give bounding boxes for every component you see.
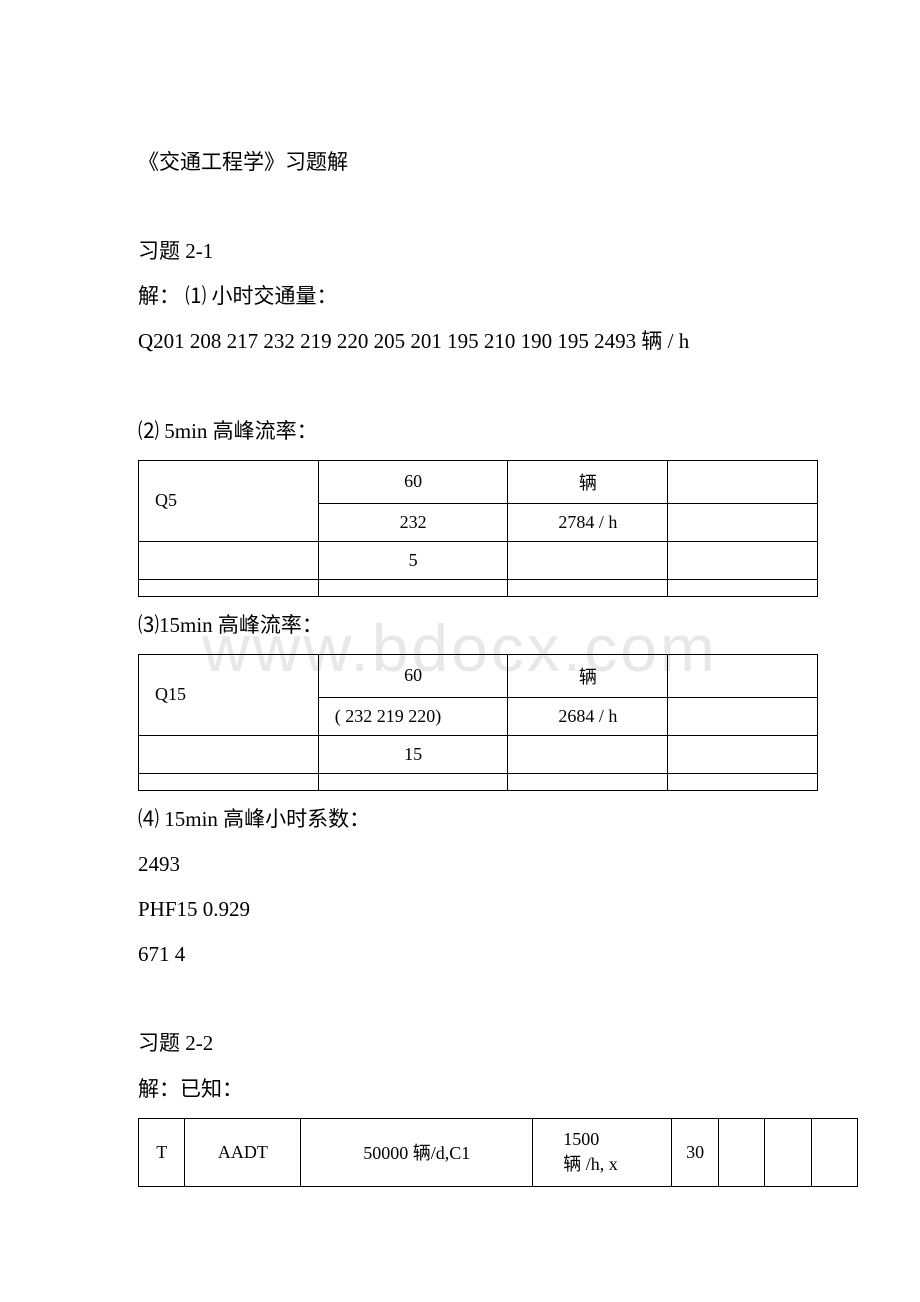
table-aadt: T AADT 50000 辆/d,C1 1500辆 /h, x 30 xyxy=(138,1118,858,1187)
document-content: 《交通工程学》习题解 习题 2-1 解： ⑴ 小时交通量： Q201 208 2… xyxy=(90,140,830,1187)
problem-2-1-intro: 解： ⑴ 小时交通量： xyxy=(90,274,830,319)
cell xyxy=(811,1118,857,1186)
cell xyxy=(508,541,668,579)
problem-2-1-heading: 习题 2-1 xyxy=(90,229,830,274)
cell xyxy=(139,735,319,773)
cell: ( 232 219 220) xyxy=(318,697,508,735)
cell: 辆 xyxy=(508,654,668,697)
cell xyxy=(668,654,818,697)
problem-2-1-sub2: ⑵ 5min 高峰流率： xyxy=(90,409,830,454)
cell: 232 xyxy=(318,503,508,541)
cell xyxy=(139,579,319,596)
table-row: 15 xyxy=(139,735,818,773)
cell xyxy=(668,579,818,596)
table-q5: Q5 60 辆 232 2784 / h 5 xyxy=(138,460,818,597)
cell: 60 xyxy=(318,460,508,503)
cell-q15-label: Q15 xyxy=(139,654,319,735)
cell xyxy=(765,1118,811,1186)
cell xyxy=(508,735,668,773)
cell: 15 xyxy=(318,735,508,773)
cell: 2784 / h xyxy=(508,503,668,541)
cell: T xyxy=(139,1118,185,1186)
table-row: Q15 60 辆 xyxy=(139,654,818,697)
cell xyxy=(318,579,508,596)
cell-q5-label: Q5 xyxy=(139,460,319,541)
table-q15: Q15 60 辆 ( 232 219 220) 2684 / h 15 xyxy=(138,654,818,791)
cell: 2684 / h xyxy=(508,697,668,735)
cell: 5 xyxy=(318,541,508,579)
cell xyxy=(139,773,319,790)
table-row: Q5 60 辆 xyxy=(139,460,818,503)
table-row: T AADT 50000 辆/d,C1 1500辆 /h, x 30 xyxy=(139,1118,858,1186)
cell xyxy=(318,773,508,790)
table-row: 5 xyxy=(139,541,818,579)
problem-2-1-sub3: ⑶15min 高峰流率： xyxy=(90,603,830,648)
cell: 辆 xyxy=(508,460,668,503)
text-line: PHF15 0.929 xyxy=(90,887,830,932)
doc-title: 《交通工程学》习题解 xyxy=(90,140,830,185)
cell: 50000 辆/d,C1 xyxy=(301,1118,533,1186)
table-row xyxy=(139,773,818,790)
text-line: 2493 xyxy=(90,842,830,887)
cell xyxy=(139,541,319,579)
problem-2-1-sub4: ⑷ 15min 高峰小时系数： xyxy=(90,797,830,842)
cell: 30 xyxy=(672,1118,718,1186)
cell xyxy=(668,460,818,503)
cell xyxy=(508,773,668,790)
problem-2-2-intro: 解：已知： xyxy=(90,1067,830,1112)
problem-2-1-calc: Q201 208 217 232 219 220 205 201 195 210… xyxy=(90,319,830,364)
cell xyxy=(718,1118,764,1186)
text-line: 671 4 xyxy=(90,932,830,977)
cell xyxy=(668,735,818,773)
cell xyxy=(668,503,818,541)
problem-2-2-heading: 习题 2-2 xyxy=(90,1021,830,1066)
cell: 60 xyxy=(318,654,508,697)
cell xyxy=(668,697,818,735)
cell: AADT xyxy=(185,1118,301,1186)
cell: 1500辆 /h, x xyxy=(533,1118,672,1186)
cell xyxy=(508,579,668,596)
table-row xyxy=(139,579,818,596)
cell xyxy=(668,773,818,790)
cell xyxy=(668,541,818,579)
